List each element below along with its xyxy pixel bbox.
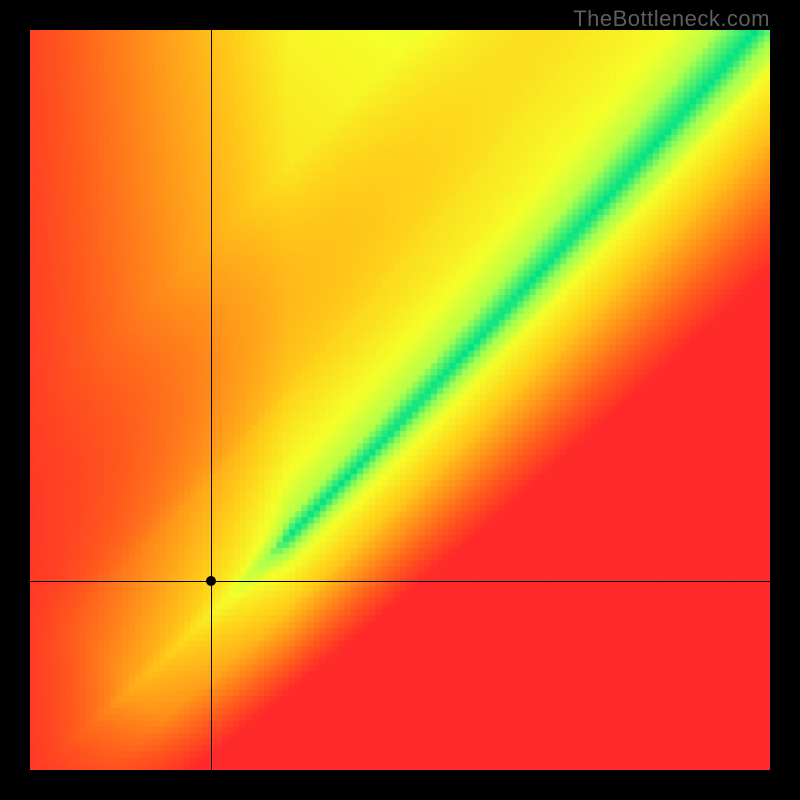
heatmap-canvas [30, 30, 770, 770]
crosshair-marker [206, 576, 216, 586]
crosshair-horizontal [30, 581, 770, 582]
heatmap-plot-area [30, 30, 770, 770]
watermark-text: TheBottleneck.com [573, 6, 770, 32]
crosshair-vertical [211, 30, 212, 770]
